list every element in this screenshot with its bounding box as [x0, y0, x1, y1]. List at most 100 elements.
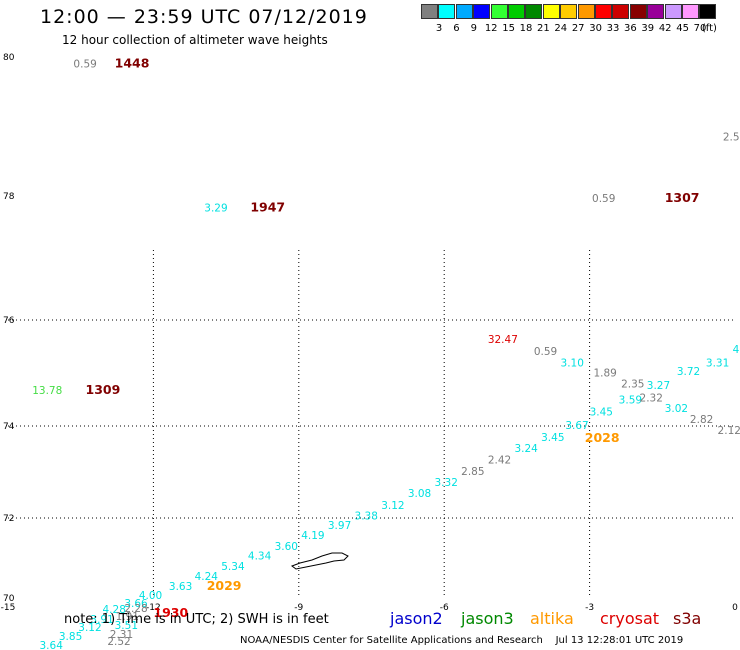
wave-height-value: 13.78 — [32, 385, 62, 397]
wave-height-value: 3.67 — [565, 420, 588, 432]
scale-label: 3 — [435, 23, 443, 34]
scale-swatch — [612, 4, 630, 19]
scale-label: 9 — [470, 23, 477, 34]
wave-height-value: 3.72 — [677, 366, 700, 378]
wave-height-value: 3.45 — [541, 432, 564, 444]
legend-cryosat: cryosat — [600, 609, 660, 628]
wave-height-value: 2.31 — [110, 629, 133, 641]
wave-height-value: 2.52 — [107, 636, 130, 648]
wave-height-value: 2.28 — [124, 603, 147, 615]
wave-height-value: 4.00 — [139, 590, 162, 602]
wave-height-value: 3.91 — [90, 614, 113, 626]
latitude-label: 80 — [3, 53, 15, 63]
page-title: 12:00 — 23:59 UTC 07/12/2019 — [40, 6, 368, 28]
scale-swatch — [560, 4, 578, 19]
wave-height-value: 3.64 — [40, 640, 64, 650]
pass-time-label: 1930 — [153, 605, 188, 620]
scale-label: 27 — [571, 23, 585, 34]
wave-height-value: 4.28 — [103, 604, 126, 616]
pass-times: 1448 1947 1307 1309 2028 2029 1930 — [86, 55, 700, 620]
legend-s3a: s3a — [673, 609, 702, 628]
scale-swatch — [595, 4, 612, 19]
scale-swatch — [490, 4, 508, 19]
pass-time-label: 2029 — [207, 578, 242, 593]
scale-swatch — [647, 4, 665, 19]
scale-swatch — [508, 4, 525, 19]
wave-height-value: 3.45 — [590, 406, 613, 418]
wave-height-value: 4.34 — [248, 551, 272, 563]
wave-height-value: 2.12 — [718, 425, 740, 437]
scale-label: 6 — [453, 23, 460, 34]
wave-height-value: 3.24 — [514, 443, 538, 455]
wave-height-value: 3.08 — [408, 488, 431, 500]
scale-swatch — [664, 4, 682, 19]
wave-height-value: 0.59 — [592, 193, 615, 205]
longitude-label: -15 — [1, 603, 16, 613]
wave-height-value: 0.59 — [73, 58, 96, 70]
scale-label: 15 — [502, 23, 515, 34]
wave-height-value: 3.38 — [355, 511, 378, 523]
legend-jason3: jason3 — [461, 609, 514, 628]
scale-label: 70 — [693, 23, 707, 34]
longitude-label: -3 — [585, 603, 594, 613]
wave-height-value: 3.12 — [78, 622, 101, 634]
wave-height-value: 3.60 — [275, 541, 298, 553]
jan-mayen-island — [290, 552, 349, 570]
wave-height-value: 2.32 — [640, 393, 663, 405]
scale-label: 42 — [658, 23, 672, 34]
scale-label: 45 — [676, 23, 689, 34]
scale-label: 24 — [554, 23, 568, 34]
wave-height-value: 3.63 — [169, 581, 192, 593]
longitude-label: 0 — [732, 603, 738, 613]
wave-height-value: 32.47 — [488, 334, 518, 346]
wave-height-value: 1.89 — [593, 368, 616, 380]
scale-swatch — [438, 4, 456, 19]
scale-swatch — [455, 4, 473, 19]
latitude-label: 78 — [3, 192, 15, 202]
scale-swatch — [473, 4, 491, 19]
scale-label: 21 — [537, 23, 550, 34]
wave-height-value: 4.24 — [195, 571, 219, 583]
wave-height-value: 3.66 — [124, 598, 148, 610]
wave-height-value: 3.02 — [665, 403, 688, 415]
wave-height-value: 2.5 — [723, 131, 740, 143]
credit-line: NOAA/NESDIS Center for Satellite Applica… — [240, 635, 683, 646]
legend-jason2: jason2 — [390, 609, 443, 628]
scale-swatch — [682, 4, 699, 19]
scale-label: 12 — [484, 23, 498, 34]
wave-height-value: 3.27 — [647, 380, 670, 392]
wave-height-value: 1.91 — [116, 611, 139, 623]
generated-timestamp: Jul 13 12:28:01 UTC 2019 — [555, 635, 684, 646]
scale-unit: (ft) — [701, 23, 717, 34]
credit-text: NOAA/NESDIS Center for Satellite Applica… — [240, 635, 543, 646]
scale-swatch — [699, 4, 717, 19]
wave-height-value: 2.42 — [488, 455, 511, 467]
footnote: note: 1) Time is in UTC; 2) SWH is in fe… — [64, 612, 329, 627]
pass-time-label: 1309 — [86, 382, 121, 397]
wave-height-value: 3.32 — [435, 477, 458, 489]
longitude-label: -9 — [294, 603, 303, 613]
wave-height-value: 5.34 — [221, 561, 245, 573]
latitude-label: 70 — [3, 594, 15, 604]
pass-time-label: 2028 — [585, 430, 620, 445]
scale-label: 39 — [641, 23, 655, 34]
wave-height-value: 3.59 — [619, 395, 642, 407]
wave-height-value: 2.82 — [690, 414, 713, 426]
wave-height-value: 3.12 — [381, 500, 404, 512]
latitude-label: 72 — [3, 514, 14, 524]
scale-swatch — [542, 4, 560, 19]
scale-label: 33 — [606, 23, 620, 34]
wave-height-value: 2.35 — [621, 378, 644, 390]
pass-time-label: 1947 — [250, 200, 285, 215]
wave-height-value: 0.59 — [534, 346, 557, 358]
scale-label: 30 — [589, 23, 602, 34]
scale-swatch — [577, 4, 595, 19]
page-subtitle: 12 hour collection of altimeter wave hei… — [62, 33, 328, 47]
legend-altika: altika — [530, 609, 574, 628]
map-grid — [8, 250, 735, 598]
scale-label: 36 — [624, 23, 637, 34]
pass-time-label: 1307 — [665, 190, 700, 205]
wave-height-value: 3.10 — [561, 358, 584, 370]
wave-height-value: 3.97 — [328, 520, 351, 532]
